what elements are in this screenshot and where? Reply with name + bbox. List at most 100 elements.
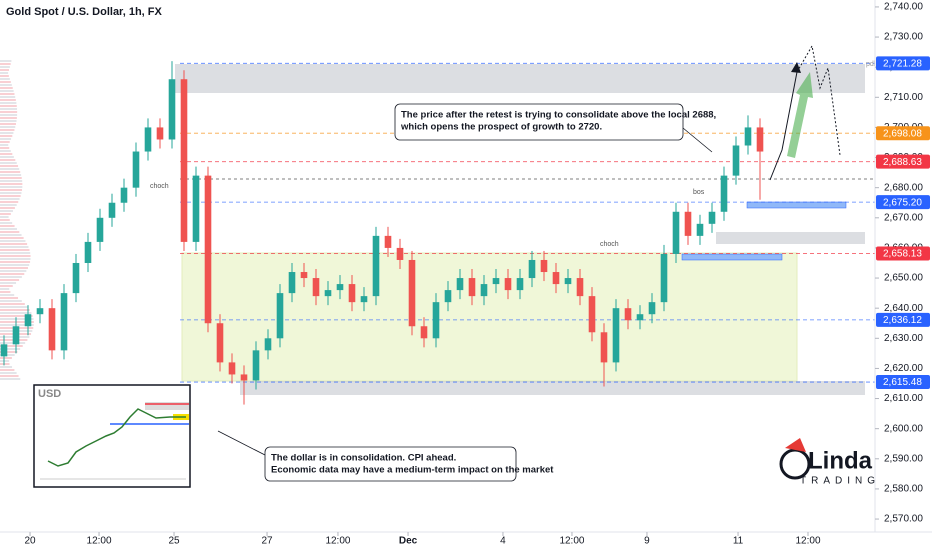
profile-bar (0, 228, 17, 230)
profile-bar (0, 357, 12, 359)
candle-body (708, 211, 716, 224)
profile-bar (0, 96, 16, 98)
profile-bar (0, 279, 20, 281)
x-tick-label: 4 (500, 536, 506, 547)
y-tick-label: 2,680.00 (884, 182, 923, 193)
profile-bar (0, 282, 17, 284)
profile-bar (0, 354, 15, 356)
zone (681, 253, 783, 261)
y-tick-label: 2,650.00 (884, 273, 923, 284)
profile-bar (0, 309, 30, 311)
profile-bar (0, 246, 29, 248)
candle-body (228, 362, 236, 375)
chart-title: Gold Spot / U.S. Dollar, 1h, FX (6, 6, 163, 18)
profile-bar (0, 81, 11, 83)
candle-body (96, 217, 104, 242)
profile-bar (0, 168, 20, 170)
candle-body (564, 278, 572, 285)
profile-bar (0, 273, 25, 275)
zone (181, 252, 798, 382)
price-badge (876, 195, 930, 210)
candle-body (504, 278, 512, 291)
y-tick-label: 2,710.00 (884, 92, 923, 103)
price-axis (875, 0, 932, 550)
candle-body (468, 278, 476, 297)
profile-bar (0, 297, 19, 299)
candle-body (480, 284, 488, 297)
projection (769, 71, 798, 181)
arrowhead (791, 62, 801, 73)
y-tick-label: 2,570.00 (884, 514, 923, 525)
inset-zone (145, 402, 189, 410)
profile-bar (0, 87, 13, 89)
logo-name: Linda (808, 447, 873, 474)
profile-bar (0, 348, 21, 350)
profile-bar (0, 114, 18, 116)
profile-bar (0, 321, 34, 323)
callout-box (394, 103, 684, 141)
profile-bar (0, 288, 10, 290)
callout-box (264, 446, 517, 482)
profile-bar (0, 198, 20, 200)
candle-body (360, 296, 368, 303)
zone (716, 232, 865, 244)
profile-bar (0, 78, 10, 80)
candle-body (696, 223, 704, 236)
profile-bar (0, 192, 22, 194)
candle-body (204, 175, 212, 324)
price-badge (876, 312, 930, 327)
profile-bar (0, 156, 14, 158)
candle-body (132, 151, 140, 188)
profile-bar (0, 363, 10, 365)
y-tick-label: 2,610.00 (884, 393, 923, 404)
profile-bar (0, 378, 21, 380)
profile-bar (0, 105, 17, 107)
inset (33, 384, 191, 488)
candle-body (60, 293, 68, 351)
x-tick-label: 9 (644, 536, 650, 547)
candle-body (120, 187, 128, 203)
profile-bar (0, 267, 28, 269)
profile-bar (0, 177, 22, 179)
price-badge-label: 2,688.63 (883, 157, 922, 168)
profile-bar (0, 219, 10, 221)
price-badge-label: 2,675.20 (883, 197, 922, 208)
profile-bar (0, 75, 9, 77)
profile-bar (0, 111, 18, 113)
candle-body (108, 202, 116, 218)
profile-bar (0, 189, 23, 191)
candle-body (732, 145, 740, 176)
callout-pointer (217, 430, 266, 456)
callout-text: The dollar is in consolidation. CPI ahea… (271, 453, 456, 464)
candle-body (684, 211, 692, 236)
profile-bar (0, 252, 31, 254)
candle-body (408, 259, 416, 327)
candle-body (12, 326, 20, 345)
profile-bar (0, 141, 10, 143)
callout-text: The price after the retest is trying to … (401, 110, 716, 121)
callout-text: which opens the prospect of growth to 27… (400, 122, 602, 133)
profile-bar (0, 258, 31, 260)
profile-bar (0, 306, 28, 308)
candle-body (396, 247, 404, 260)
profile-bar (0, 237, 24, 239)
candle-body (276, 293, 284, 339)
profile-bar (0, 261, 31, 263)
profile-bar (0, 138, 12, 140)
profile-bar (0, 159, 16, 161)
candle-body (192, 175, 200, 242)
profile-bar (0, 174, 22, 176)
profile-bar (0, 162, 17, 164)
profile-bar (0, 153, 13, 155)
profile-bar (0, 231, 20, 233)
x-tick-label: 12:00 (325, 536, 350, 547)
profile-bar (0, 144, 9, 146)
y-tick-label: 2,640.00 (884, 303, 923, 314)
profile-bar (0, 270, 27, 272)
profile-bar (0, 72, 9, 74)
price-badge-label: 2,615.48 (883, 377, 922, 388)
profile-bar (0, 312, 32, 314)
profile-bar (0, 90, 14, 92)
candle-body (384, 235, 392, 248)
